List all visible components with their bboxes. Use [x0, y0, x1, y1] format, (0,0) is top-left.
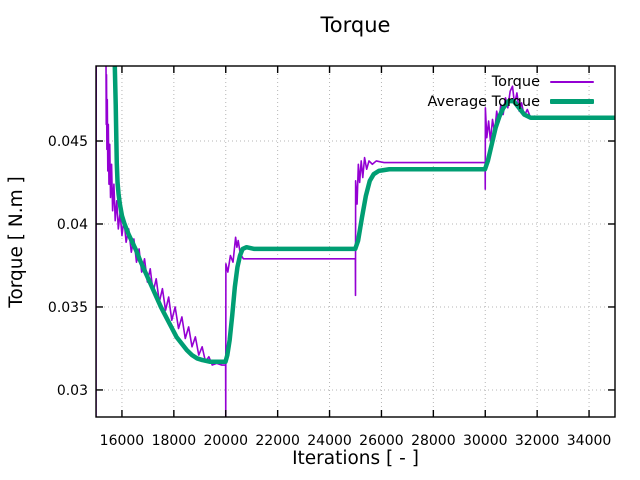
x-tick-label-28000: 28000	[411, 433, 456, 449]
legend-line-average-torque-icon	[550, 99, 594, 104]
x-tick-label-24000: 24000	[307, 433, 352, 449]
y-tick-label-0.04: 0.04	[57, 217, 88, 233]
legend-label-average-torque: Average Torque	[427, 93, 540, 110]
y-tick-label-0.03: 0.03	[57, 383, 88, 399]
series-line-torque	[96, 66, 615, 417]
y-axis-title: Torque [ N.m ]	[6, 176, 27, 308]
tick-labels: 16000 18000 20000 22000 24000 26000 28000 30000…	[48, 134, 611, 449]
chart-title: Torque	[320, 13, 391, 37]
series-line-average-torque	[112, 66, 615, 364]
legend: Torque Average Torque	[428, 72, 594, 111]
plot-frame	[95, 65, 616, 418]
x-tick-label-34000: 34000	[567, 433, 612, 449]
legend-line-torque-icon	[550, 80, 594, 83]
y-tick-label-0.035: 0.035	[48, 300, 88, 316]
legend-entry-average-torque: Average Torque	[428, 92, 594, 111]
x-axis-title: Iterations [ - ]	[292, 448, 419, 469]
y-tick-label-0.045: 0.045	[48, 134, 88, 150]
plot-border	[95, 65, 616, 418]
x-tick-label-30000: 30000	[463, 433, 508, 449]
series	[96, 66, 615, 417]
x-tick-label-26000: 26000	[359, 433, 404, 449]
legend-label-torque: Torque	[491, 73, 540, 90]
legend-entry-torque: Torque	[428, 72, 594, 91]
x-tick-label-18000: 18000	[152, 433, 197, 449]
x-tick-label-32000: 32000	[515, 433, 560, 449]
x-tick-label-22000: 22000	[255, 433, 300, 449]
x-tick-label-20000: 20000	[203, 433, 248, 449]
x-tick-label-16000: 16000	[100, 433, 145, 449]
